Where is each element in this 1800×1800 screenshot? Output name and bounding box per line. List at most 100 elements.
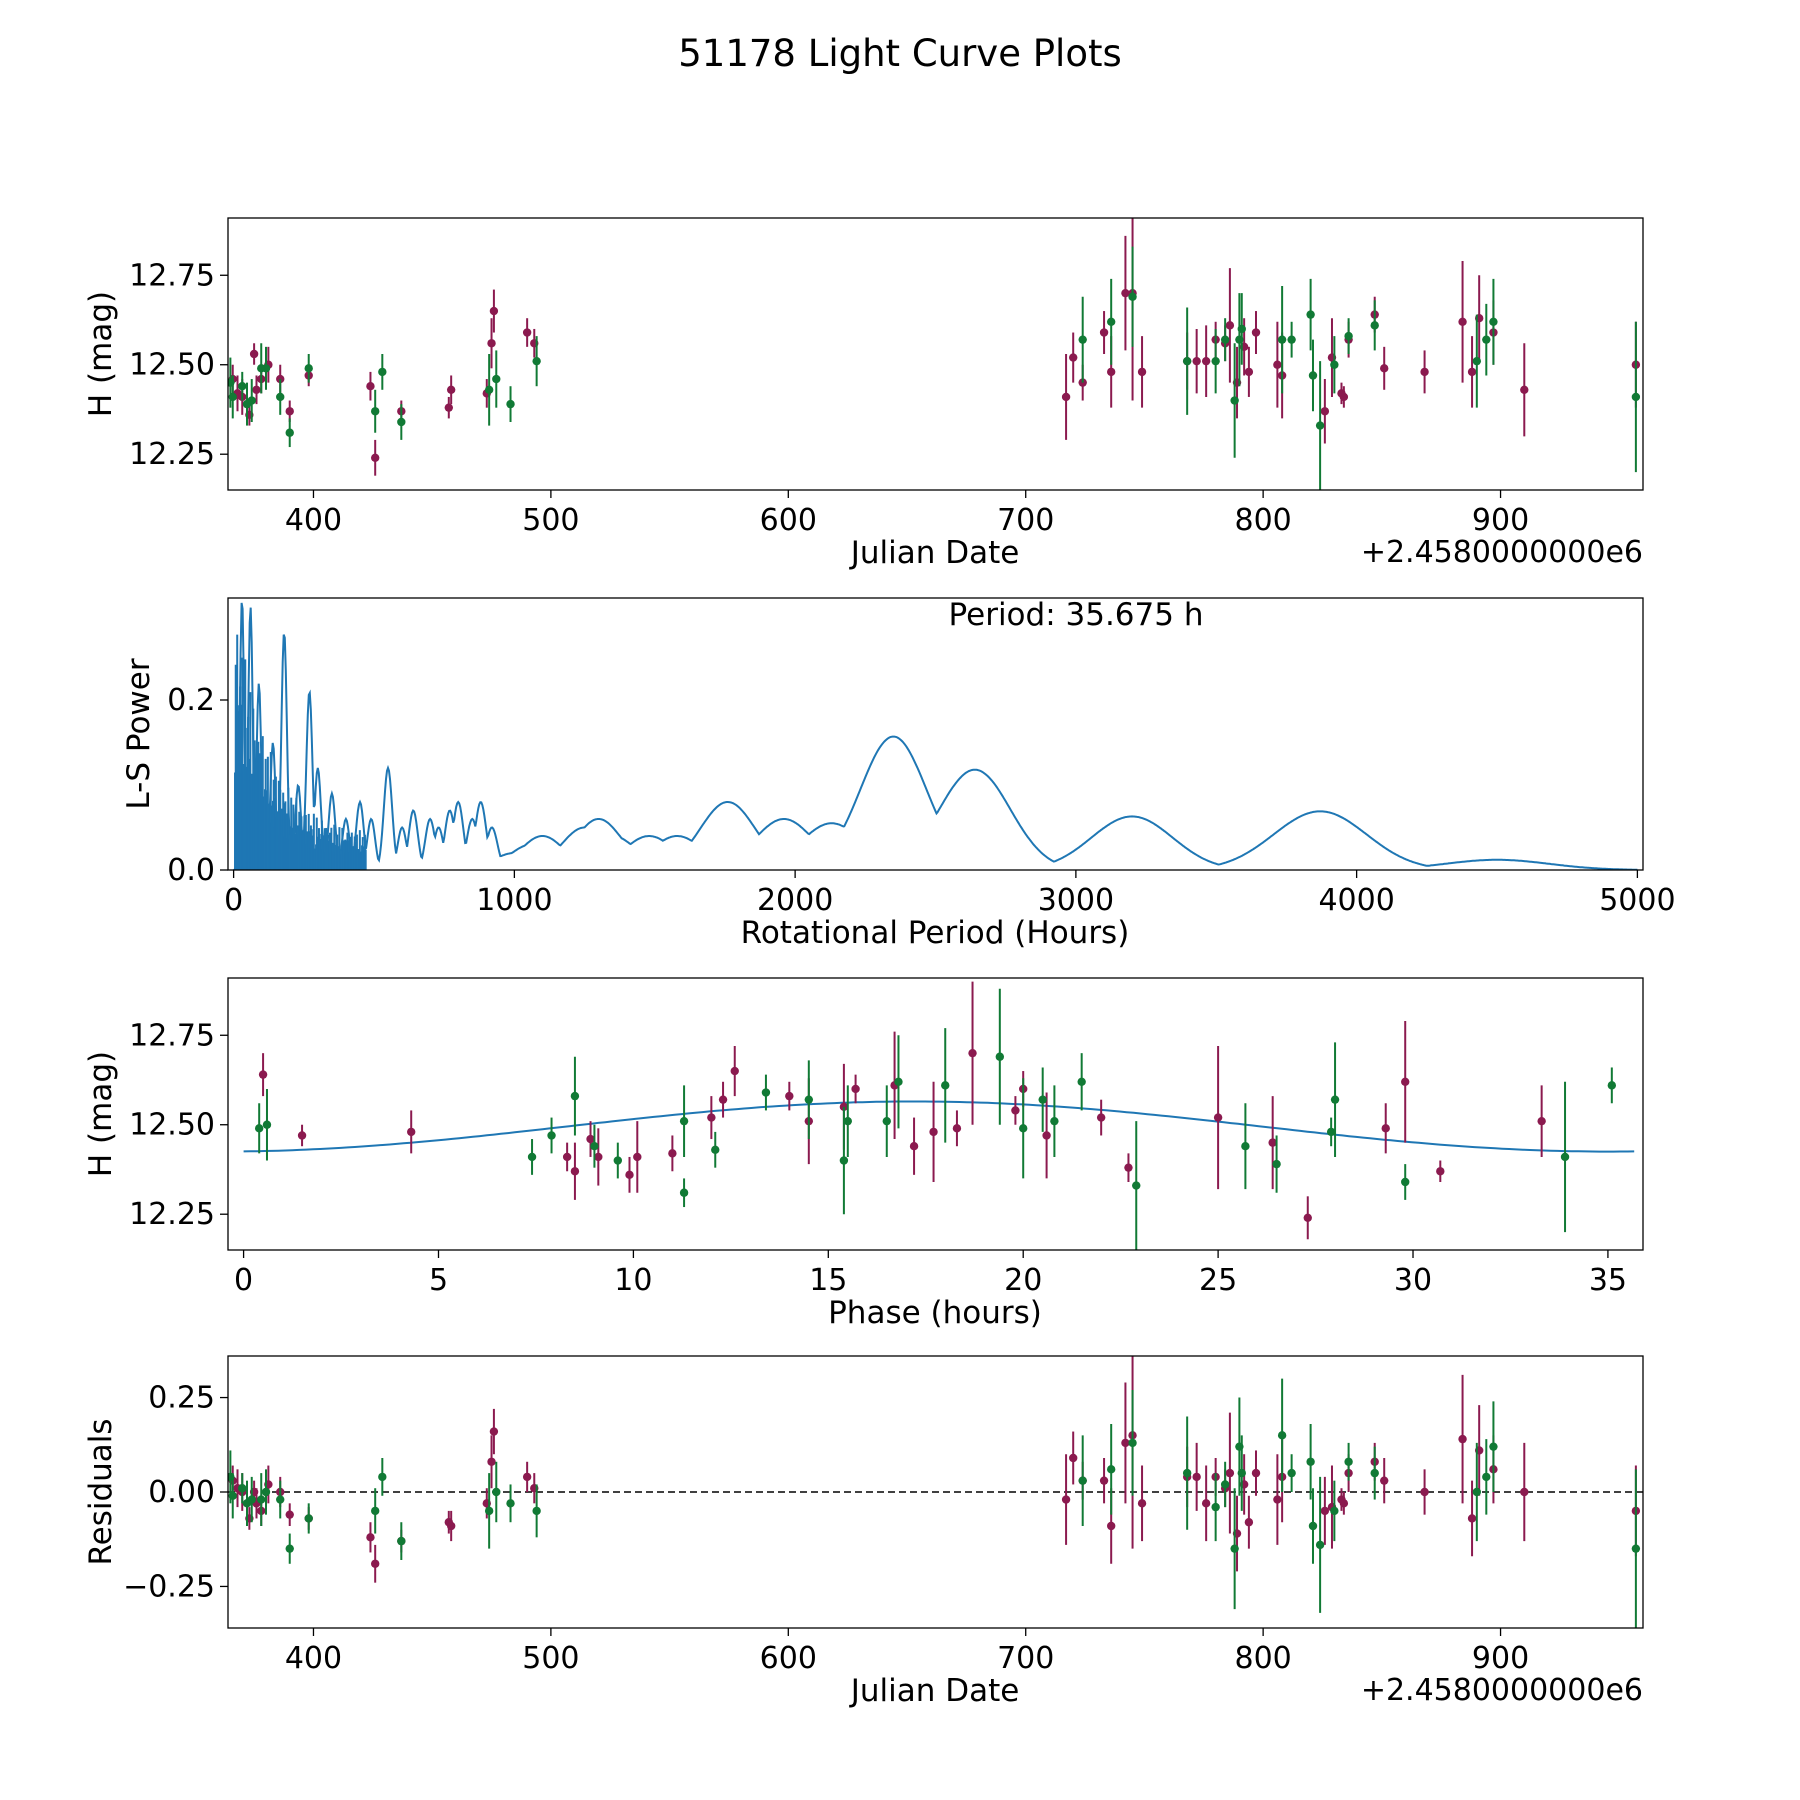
residuals-y-ticks: −0.25 0.00 0.25 <box>123 1381 228 1604</box>
data-point <box>570 1091 580 1101</box>
data-point <box>941 1081 950 1090</box>
data-point <box>1308 371 1318 380</box>
data-point <box>679 1116 689 1126</box>
data-point <box>1344 331 1353 341</box>
plot-inner <box>233 602 1638 870</box>
data-point <box>1320 407 1330 416</box>
data-point <box>1420 1487 1429 1497</box>
periodogram-axes-frame <box>227 597 1644 871</box>
data-point <box>228 392 237 402</box>
x-tick-label: 35 <box>1589 1263 1627 1298</box>
data-point <box>492 374 501 384</box>
phased-x-label: Phase (hours) <box>828 1295 1042 1331</box>
x-tick-label: 5000 <box>1599 883 1675 918</box>
data-point <box>1099 1476 1109 1485</box>
data-point <box>1306 1457 1315 1466</box>
x-tick-label: 4000 <box>1318 883 1394 918</box>
data-point <box>851 1084 860 1094</box>
data-point <box>1106 1521 1116 1531</box>
data-point <box>261 1487 271 1497</box>
data-point <box>285 1544 294 1553</box>
data-point <box>1106 317 1116 326</box>
data-point <box>484 385 494 394</box>
plot-inner <box>243 981 1635 1250</box>
data-point <box>1330 1095 1340 1104</box>
data-point <box>1192 1472 1201 1482</box>
data-point <box>1225 321 1235 330</box>
data-point <box>285 407 294 416</box>
x-tick-label: 400 <box>285 1641 342 1676</box>
x-tick-label: 400 <box>285 503 342 538</box>
y-tick-label: 0.00 <box>148 1475 215 1510</box>
data-point <box>1482 1472 1491 1482</box>
data-point <box>257 1495 266 1504</box>
x-tick-label: 3000 <box>1038 883 1114 918</box>
data-point <box>1128 292 1137 301</box>
data-point <box>1137 1499 1147 1508</box>
data-point <box>1201 356 1211 366</box>
x-tick-label: 25 <box>1199 1263 1237 1298</box>
data-point <box>247 1495 256 1504</box>
data-point <box>1344 1457 1353 1466</box>
data-point <box>252 385 261 394</box>
data-point <box>1560 1152 1570 1162</box>
data-point <box>1520 385 1529 394</box>
periodogram-marks <box>233 602 1638 870</box>
data-point <box>1061 392 1071 402</box>
raw-marks <box>228 218 1641 490</box>
y-tick-label: 12.75 <box>129 1018 215 1053</box>
data-point <box>285 428 294 437</box>
panel-raw-light-curve: 400 500 600 700 800 900 12.25 12.50 12.75 Julia… <box>83 217 1644 571</box>
raw-y-ticks: 12.25 12.50 12.75 <box>129 258 228 472</box>
data-point <box>1061 1495 1071 1504</box>
data-point <box>1380 1476 1389 1485</box>
data-point <box>1315 1540 1325 1550</box>
data-point <box>590 1142 599 1151</box>
x-tick-label: 700 <box>997 503 1054 538</box>
data-point <box>1482 335 1491 344</box>
data-point <box>625 1170 634 1180</box>
data-point <box>527 1152 537 1162</box>
data-point <box>613 1156 623 1165</box>
data-point <box>276 1495 285 1504</box>
x-tick-label: 30 <box>1394 1263 1432 1298</box>
data-point <box>1370 321 1379 330</box>
data-point <box>1401 1077 1410 1086</box>
data-point <box>839 1156 849 1165</box>
data-point <box>804 1095 814 1104</box>
raw-x-label: Julian Date <box>849 535 1020 571</box>
data-point <box>285 1510 294 1519</box>
residuals-offset-text: +2.4580000000e6 <box>1361 1673 1643 1708</box>
data-point <box>1132 1181 1141 1190</box>
data-point <box>882 1116 891 1126</box>
data-point <box>276 374 285 384</box>
data-point <box>1128 1438 1137 1448</box>
data-point <box>718 1095 728 1104</box>
data-point <box>1069 1453 1078 1463</box>
data-point <box>1287 335 1296 344</box>
data-point <box>1268 1138 1277 1147</box>
data-point <box>547 1131 556 1140</box>
residuals-x-ticks: 400 500 600 700 800 900 <box>285 1628 1529 1676</box>
data-point <box>1050 1116 1059 1126</box>
data-point <box>1069 353 1078 362</box>
data-point <box>378 367 387 377</box>
data-point <box>370 453 380 462</box>
data-point <box>1339 392 1349 402</box>
x-tick-label: 10 <box>614 1263 652 1298</box>
data-point <box>1121 1438 1130 1448</box>
data-point <box>1244 367 1254 377</box>
data-point <box>1467 367 1477 377</box>
raw-x-ticks: 400 500 600 700 800 900 <box>285 490 1529 538</box>
data-point <box>839 1102 849 1112</box>
data-point <box>1213 1113 1223 1122</box>
data-point <box>1607 1081 1617 1090</box>
data-point <box>1011 1106 1020 1115</box>
data-point <box>1489 317 1498 326</box>
data-point <box>1436 1167 1445 1176</box>
data-point <box>1096 1113 1106 1122</box>
y-tick-label: 0.2 <box>167 683 215 718</box>
data-point <box>1467 1514 1477 1523</box>
x-tick-label: 600 <box>760 503 817 538</box>
